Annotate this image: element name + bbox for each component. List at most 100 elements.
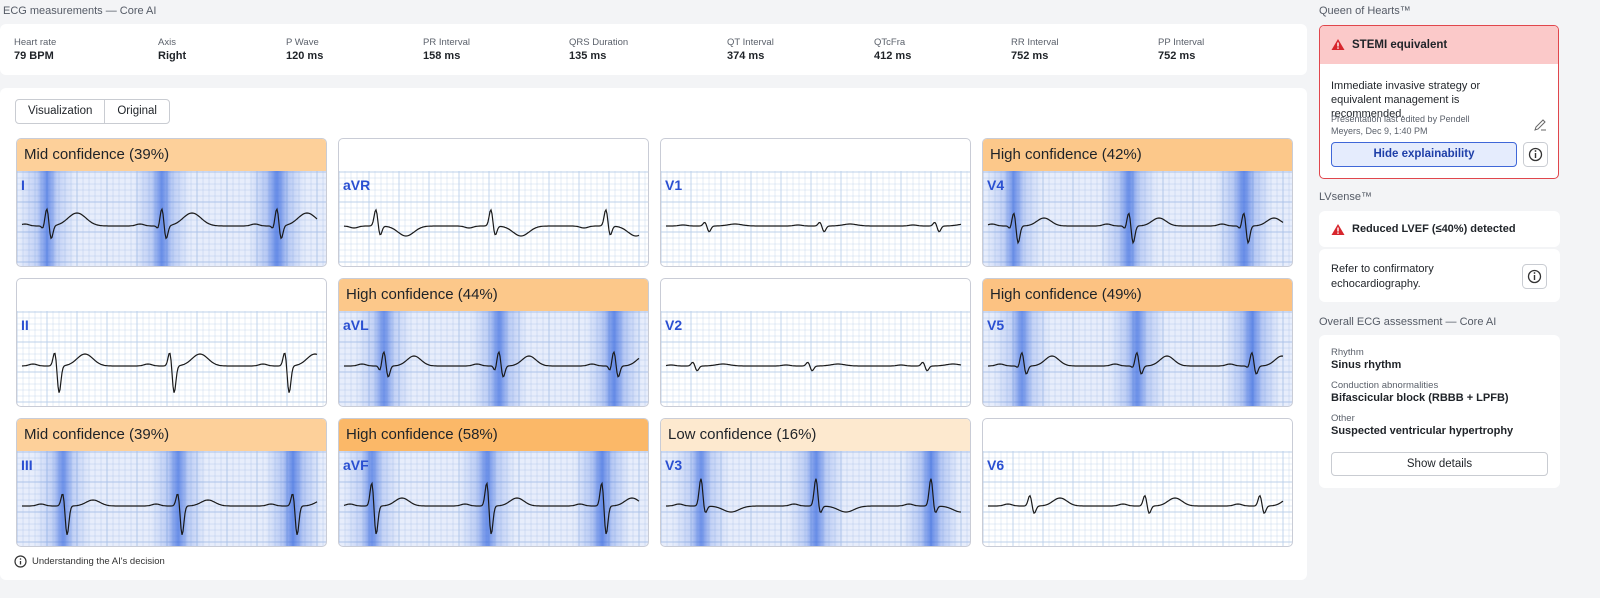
lead-name: II — [21, 317, 29, 333]
heatmap-band — [283, 451, 303, 546]
alert-text: Immediate invasive strategy or equivalen… — [1331, 80, 1481, 120]
lead-panel: High confidence (58%) aVF — [338, 418, 649, 547]
measure-label: QRS Duration — [569, 37, 629, 48]
lead-name: V2 — [665, 317, 682, 333]
measure-label: Axis — [158, 37, 176, 48]
ecg-plot: V5 — [983, 311, 1292, 406]
visualization-card: Visualization Original Understanding the… — [0, 88, 1307, 580]
measure-label: PR Interval — [423, 37, 470, 48]
measure-value: 752 ms — [1158, 50, 1196, 62]
ecg-trace — [344, 350, 640, 378]
lead-name: aVF — [343, 457, 369, 473]
lead-name: V4 — [987, 177, 1004, 193]
ecg-trace — [343, 481, 640, 535]
lead-panel: Low confidence (16%) V3 — [660, 418, 971, 547]
ecg-trace — [22, 493, 318, 535]
section-title: Overall ECG assessment — Core AI — [1319, 316, 1497, 328]
assess-label: Conduction abnormalities — [1331, 380, 1439, 391]
ecg-plot: aVF — [339, 451, 648, 546]
measure-value: 374 ms — [727, 50, 765, 62]
lead-panel: High confidence (49%) V5 — [982, 278, 1293, 407]
assess-label: Other — [1331, 413, 1355, 424]
alert-title: STEMI equivalent — [1352, 39, 1448, 51]
ecg-trace — [988, 494, 1284, 514]
heatmap-band — [1242, 311, 1262, 406]
confidence-header: High confidence (42%) — [983, 139, 1292, 171]
heatmap-band — [267, 171, 287, 266]
heatmap-band — [53, 451, 73, 546]
lead-panel: Mid confidence (39%) I — [16, 138, 327, 267]
ecg-trace — [666, 221, 962, 233]
ecg-plot: V3 — [661, 451, 970, 546]
lead-name: V1 — [665, 177, 682, 193]
measure-value: 752 ms — [1011, 50, 1049, 62]
assess-label: Rhythm — [1331, 347, 1364, 358]
tab[interactable]: Visualization — [16, 100, 106, 123]
lead-panel: High confidence (44%) aVL — [338, 278, 649, 407]
measure-value: 158 ms — [423, 50, 461, 62]
warning-icon — [1331, 224, 1345, 235]
confidence-header: High confidence (44%) — [339, 279, 648, 311]
tab[interactable]: Original — [117, 105, 157, 117]
ecg-plot: aVL — [339, 311, 648, 406]
heatmap-band — [592, 451, 612, 546]
lead-name: III — [21, 457, 33, 473]
lead-panel: Mid confidence (39%) III — [16, 418, 327, 547]
ecg-plot: aVR — [339, 171, 648, 266]
alert-header — [1320, 26, 1558, 64]
lvsense-title: Reduced LVEF (≤40%) detected — [1352, 223, 1516, 235]
show-details-button[interactable]: Show details — [1331, 452, 1548, 476]
lead-name: V6 — [987, 457, 1004, 473]
ecg-trace — [665, 361, 962, 372]
heatmap-band — [1012, 311, 1032, 406]
measure-value: Right — [158, 50, 187, 62]
ecg-trace — [666, 478, 961, 514]
measure-value: 79 BPM — [14, 50, 54, 62]
hide-explainability-button[interactable]: Hide explainability — [1331, 142, 1517, 167]
explain-button[interactable] — [1523, 142, 1548, 167]
lvsense-alert: Reduced LVEF (≤40%) detected — [1319, 211, 1560, 247]
measure-label: PP Interval — [1158, 37, 1205, 48]
heatmap-band — [1004, 171, 1024, 266]
measure-label: Heart rate — [14, 37, 57, 48]
heatmap-band — [477, 451, 497, 546]
edited-note: Presentation last edited by Pendell Meye… — [1331, 114, 1470, 136]
lead-name: V5 — [987, 317, 1004, 333]
lead-panel: V1 — [660, 138, 971, 267]
ecg-plot: III — [17, 451, 326, 546]
measure-value: 412 ms — [874, 50, 912, 62]
heatmap-band — [1119, 171, 1139, 266]
lead-name: V3 — [665, 457, 682, 473]
lead-name: aVR — [343, 177, 370, 193]
assess-value: Suspected ventricular hypertrophy — [1331, 425, 1514, 437]
lvsense-text: Refer to confirmatory echocardiography. — [1331, 263, 1434, 290]
ecg-plot: V4 — [983, 171, 1292, 266]
measure-label: RR Interval — [1011, 37, 1059, 48]
measure-value: 135 ms — [569, 50, 607, 62]
confidence-header: Mid confidence (39%) — [17, 419, 326, 451]
lvsense-card: Refer to confirmatory echocardiography. — [1319, 249, 1560, 302]
assess-value: Sinus rhythm — [1331, 359, 1402, 371]
confidence-header: High confidence (49%) — [983, 279, 1292, 311]
lead-name: I — [21, 177, 25, 193]
heatmap-band — [921, 451, 941, 546]
footer-link[interactable]: Understanding the AI's decision — [32, 556, 165, 567]
confidence-header: High confidence (58%) — [339, 419, 648, 451]
measurements-card: Heart rate 79 BPM Axis Right P Wave 120 ms PR … — [0, 24, 1307, 75]
ecg-plot: V6 — [983, 451, 1292, 546]
heatmap-band — [168, 451, 188, 546]
section-title: ECG measurements — Core AI — [3, 5, 157, 17]
heatmap-band — [152, 171, 172, 266]
measure-label: QTcFra — [874, 37, 906, 48]
measure-value: 120 ms — [286, 50, 324, 62]
measure-label: QT Interval — [727, 37, 774, 48]
explain-button[interactable] — [1522, 264, 1547, 289]
assessment-card: Show details Rhythm Sinus rhythm Conductio… — [1319, 335, 1560, 488]
edit-icon[interactable] — [1533, 118, 1547, 132]
ecg-plot: I — [17, 171, 326, 266]
lead-panel: V6 — [982, 418, 1293, 547]
lead-panel: V2 — [660, 278, 971, 407]
ecg-plot: II — [17, 311, 326, 406]
ecg-trace — [21, 352, 318, 393]
